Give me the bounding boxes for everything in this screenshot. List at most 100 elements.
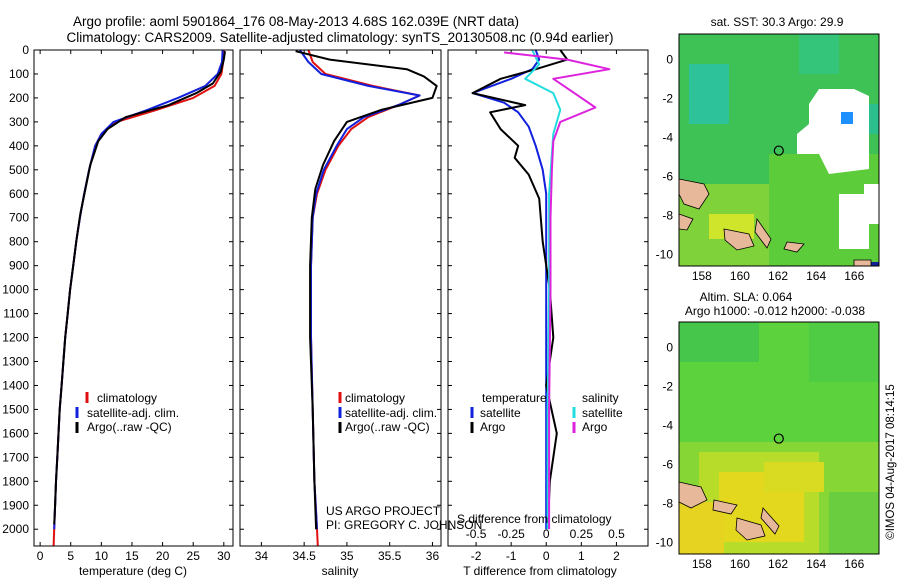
map-y-tick-label: -10 xyxy=(656,535,674,549)
argo-float-location-marker xyxy=(773,145,784,156)
s-tick-label: -0.25 xyxy=(497,527,525,541)
difference-panel: -2 -1 0 1 2 -0.5 -0.25 0 0.25 0.5 S difference fr… xyxy=(447,49,649,578)
y-tick-label: 1000 xyxy=(2,283,29,297)
s-tick-label: -0.5 xyxy=(466,527,487,541)
series-line-argo xyxy=(53,51,226,525)
legend-label-t-argo: Argo xyxy=(480,420,506,434)
temperature-panel: 0 5 10 15 20 25 300100200300400500600700800900… xyxy=(2,43,234,578)
x-tick-label: 36 xyxy=(426,549,440,563)
x-tick-label: 35.5 xyxy=(378,549,402,563)
y-tick-label: 1300 xyxy=(2,354,29,368)
legend-title-temperature: temperature xyxy=(482,391,547,405)
salinity-ticks: 34 34.5 35 35.5 36 xyxy=(240,49,441,563)
pi-label: PI: GREGORY C. JOHNSON xyxy=(326,518,482,532)
map-y-tick-label: -8 xyxy=(662,208,673,222)
x-tick-label: 35 xyxy=(340,549,354,563)
x-tick-label: -1 xyxy=(506,549,517,563)
map-y-tick-label: -10 xyxy=(656,247,674,261)
temperature-legend: climatology satellite-adj. clim. Argo(..… xyxy=(75,391,179,434)
temperature-xlabel: temperature (deg C) xyxy=(79,564,187,578)
map-y-tick-label: 0 xyxy=(666,52,673,66)
x-tick-label: 25 xyxy=(187,549,201,563)
sla-map-title: Altim. SLA: 0.064 xyxy=(700,290,793,304)
legend-label-argo: Argo(..raw -QC) xyxy=(87,420,172,434)
x-tick-label: 2 xyxy=(613,549,620,563)
map-y-tick-label: -2 xyxy=(662,91,673,105)
salinity-axes-frame xyxy=(239,49,442,547)
map-x-tick-label: 158 xyxy=(692,269,712,283)
y-tick-label: 200 xyxy=(9,91,29,105)
y-tick-label: 900 xyxy=(9,259,29,273)
temperature-plot-area xyxy=(52,50,226,546)
legend-label-satellite: satellite-adj. clim. xyxy=(87,406,179,420)
y-tick-label: 1200 xyxy=(2,331,29,345)
x-tick-label: 10 xyxy=(95,549,109,563)
legend-label-s-satellite: satellite xyxy=(582,406,623,420)
y-tick-label: 1700 xyxy=(2,450,29,464)
series-line-t-argo xyxy=(471,50,569,525)
series-line-argo xyxy=(295,50,438,530)
series-line-s-satellite xyxy=(524,50,562,530)
legend-label-t-satellite: satellite xyxy=(480,406,521,420)
y-tick-label: 800 xyxy=(9,235,29,249)
x-tick-label: -2 xyxy=(471,549,482,563)
map-x-tick-label: 164 xyxy=(806,557,826,571)
y-tick-label: 600 xyxy=(9,187,29,201)
map-x-tick-label: 166 xyxy=(844,557,864,571)
series-line-satellite-adj-clim- xyxy=(53,50,224,530)
sst-map-frame xyxy=(678,33,880,267)
sla-map-frame xyxy=(678,321,880,555)
map-x-tick-label: 160 xyxy=(730,269,750,283)
y-tick-label: 1400 xyxy=(2,378,29,392)
series-line-s-argo xyxy=(503,51,611,530)
sla-map-panel: Altim. SLA: 0.064 Argo h1000: -0.012 h20… xyxy=(656,290,880,571)
s-tick-label: 0 xyxy=(543,527,550,541)
series-line-climatology xyxy=(52,50,225,546)
map-x-tick-label: 166 xyxy=(844,269,864,283)
map-y-tick-label: -2 xyxy=(662,379,673,393)
s-tick-label: 0.5 xyxy=(608,527,625,541)
y-tick-label: 0 xyxy=(22,43,29,57)
map-y-tick-label: -4 xyxy=(662,130,673,144)
map-x-tick-label: 164 xyxy=(806,269,826,283)
difference-t-xlabel: T difference from climatology xyxy=(463,564,617,578)
y-tick-label: 1800 xyxy=(2,474,29,488)
salinity-plot-area xyxy=(295,50,438,546)
sla-map-subtitle: Argo h1000: -0.012 h2000: -0.038 xyxy=(685,304,865,318)
x-tick-label: 15 xyxy=(125,549,139,563)
map-y-tick-label: -8 xyxy=(662,496,673,510)
sst-map-area xyxy=(679,34,879,266)
x-tick-label: 30 xyxy=(217,549,231,563)
x-tick-label: 0 xyxy=(37,549,44,563)
figure-title-line2: Climatology: CARS2009. Satellite-adjuste… xyxy=(66,30,613,45)
x-tick-label: 5 xyxy=(67,549,74,563)
y-tick-label: 1100 xyxy=(3,307,29,321)
difference-ticks: -2 -1 0 1 2 -0.5 -0.25 0 0.25 0.5 xyxy=(448,49,648,563)
sla-map-area xyxy=(679,322,879,554)
y-tick-label: 1600 xyxy=(2,426,29,440)
difference-plot-area xyxy=(471,50,611,530)
y-tick-label: 500 xyxy=(9,163,29,177)
map-x-tick-label: 160 xyxy=(730,557,750,571)
x-tick-label: 1 xyxy=(578,549,585,563)
legend-label-s-argo: Argo xyxy=(582,420,608,434)
x-tick-label: 0 xyxy=(543,549,550,563)
y-tick-label: 400 xyxy=(9,139,29,153)
y-tick-label: 2000 xyxy=(2,522,29,536)
x-tick-label: 20 xyxy=(156,549,170,563)
y-tick-label: 1900 xyxy=(2,498,29,512)
salinity-xlabel: salinity xyxy=(322,564,359,578)
argo-float-location-marker xyxy=(773,433,784,444)
sst-map-title: sat. SST: 30.3 Argo: 29.9 xyxy=(711,15,844,29)
s-tick-label: 0.25 xyxy=(570,527,594,541)
legend-title-salinity: salinity xyxy=(582,391,619,405)
sst-map-panel: sat. SST: 30.3 Argo: 29.9 158 160 162 164 16… xyxy=(656,15,880,283)
y-tick-label: 300 xyxy=(9,115,29,129)
y-tick-label: 700 xyxy=(9,211,29,225)
series-line-t-satellite xyxy=(471,50,548,530)
map-x-tick-label: 162 xyxy=(768,557,788,571)
map-y-tick-label: 0 xyxy=(666,340,673,354)
legend-label-argo: Argo(..raw -QC) xyxy=(345,420,430,434)
project-label: US ARGO PROJECT xyxy=(326,504,441,518)
